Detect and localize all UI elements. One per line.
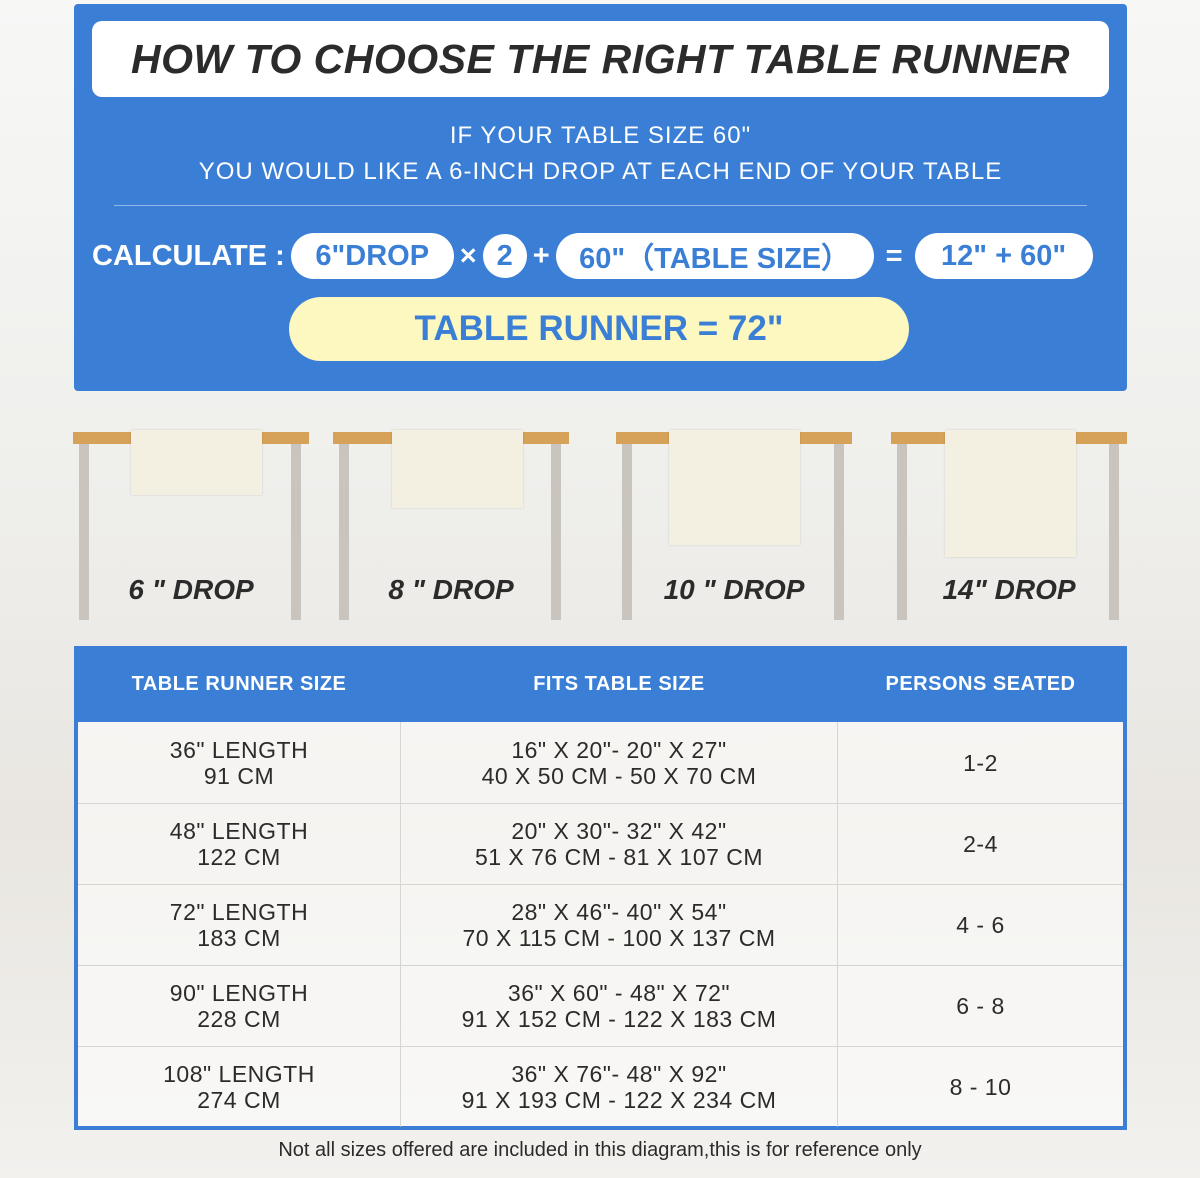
header-persons-seated: PERSONS SEATED (885, 673, 1076, 695)
size-table: TABLE RUNNER SIZE FITS TABLE SIZE PERSON… (74, 646, 1127, 1130)
fits-inches: 36" X 60" - 48" X 72" (507, 980, 731, 1006)
persons-seated-cell: 1-2 (963, 749, 998, 776)
sum-pill: 12" + 60" (914, 233, 1093, 279)
fits-cm: 91 X 152 CM - 122 X 183 CM (461, 1006, 777, 1032)
header-fits-table-size: FITS TABLE SIZE (533, 673, 705, 695)
fits-inches: 28" X 46"- 40" X 54" (511, 899, 727, 925)
fits-cm: 40 X 50 CM - 50 X 70 CM (481, 762, 757, 789)
runner-size-cell: 72" LENGTH 183 CM (78, 885, 400, 965)
table-row: 72" LENGTH 183 CM 28" X 46"- 40" X 54" 70 … (78, 884, 1123, 965)
plus-sign: + (532, 239, 550, 272)
runner-size-cell: 90" LENGTH 228 CM (78, 966, 400, 1046)
drop-label: 8 " DROP (388, 574, 514, 605)
runner-drop (945, 430, 1076, 557)
fits-table-size-cell: 28" X 46"- 40" X 54" 70 X 115 CM - 100 X … (400, 885, 838, 965)
runner-size-cell: 36" LENGTH 91 CM (78, 722, 400, 803)
table-leg (897, 444, 907, 620)
drop-diagram-6: 6 " DROP (73, 430, 309, 622)
drop-label: 10 " DROP (663, 574, 805, 605)
fits-inches: 20" X 30"- 32" X 42" (511, 818, 727, 844)
times-sign: × (459, 239, 477, 272)
divider (114, 205, 1087, 206)
fits-inches: 16" X 20"- 20" X 27" (511, 736, 727, 763)
drop-pill: 6"DROP (290, 233, 454, 279)
fits-inches: 36" X 76"- 48" X 92" (511, 1061, 727, 1087)
drop-diagram-14: 14" DROP (891, 430, 1127, 622)
runner-drop (131, 430, 262, 495)
table-leg (291, 444, 301, 620)
fits-cm: 91 X 193 CM - 122 X 234 CM (461, 1087, 777, 1113)
runner-drop (669, 430, 800, 545)
table-row: 36" LENGTH 91 CM 16" X 20"- 20" X 27" 40 X… (78, 722, 1123, 803)
intro-line-1: IF YOUR TABLE SIZE 60" (449, 122, 752, 149)
drop-label: 6 " DROP (128, 574, 254, 605)
fits-cm: 51 X 76 CM - 81 X 107 CM (474, 844, 764, 870)
header-runner-size: TABLE RUNNER SIZE (131, 673, 347, 695)
table-leg (79, 444, 89, 620)
table-leg (339, 444, 349, 620)
result-pill: TABLE RUNNER = 72" (289, 297, 909, 361)
runner-length-cm: 228 CM (197, 1006, 281, 1032)
table-header: TABLE RUNNER SIZE FITS TABLE SIZE PERSON… (78, 646, 1123, 722)
fits-table-size-cell: 36" X 76"- 48" X 92" 91 X 193 CM - 122 X … (400, 1047, 838, 1127)
runner-drop (392, 430, 523, 508)
footnote: Not all sizes offered are included in th… (278, 1139, 922, 1161)
runner-length-cm: 91 CM (203, 762, 275, 789)
runner-length-cm: 122 CM (197, 844, 281, 870)
runner-length: 108" LENGTH (163, 1061, 315, 1087)
runner-length-cm: 183 CM (197, 925, 281, 951)
runner-size-cell: 48" LENGTH 122 CM (78, 804, 400, 884)
runner-length: 36" LENGTH (169, 736, 309, 763)
table-row: 48" LENGTH 122 CM 20" X 30"- 32" X 42" 51 … (78, 803, 1123, 884)
intro-line-2: YOU WOULD LIKE A 6-INCH DROP AT EACH END… (198, 158, 1003, 185)
persons-seated-cell: 2-4 (963, 831, 998, 857)
equals-sign: = (885, 239, 903, 272)
runner-size-cell: 108" LENGTH 274 CM (78, 1047, 400, 1127)
page-title: HOW TO CHOOSE THE RIGHT TABLE RUNNER (92, 21, 1109, 97)
table-row: 108" LENGTH 274 CM 36" X 76"- 48" X 92" 91… (78, 1046, 1123, 1127)
persons-seated-cell: 4 - 6 (956, 912, 1005, 938)
runner-length: 48" LENGTH (169, 818, 309, 844)
table-leg (551, 444, 561, 620)
table-leg (834, 444, 844, 620)
drop-diagram-10: 10 " DROP (616, 430, 852, 622)
calculate-label: CALCULATE : (92, 239, 285, 272)
multiplier-pill: 2 (482, 234, 527, 278)
fits-cm: 70 X 115 CM - 100 X 137 CM (462, 925, 776, 951)
runner-length: 90" LENGTH (169, 980, 309, 1006)
table-leg (1109, 444, 1119, 620)
runner-length-cm: 274 CM (197, 1087, 281, 1113)
persons-seated-cell: 8 - 10 (949, 1074, 1012, 1100)
table-leg (622, 444, 632, 620)
calculation-row: CALCULATE : 6"DROP × 2 + 60"（TABLE SIZE）… (92, 232, 1093, 280)
persons-seated-cell: 6 - 8 (956, 993, 1005, 1019)
drop-label: 14" DROP (942, 574, 1076, 605)
table-size-pill: 60"（TABLE SIZE） (555, 233, 874, 279)
fits-table-size-cell: 20" X 30"- 32" X 42" 51 X 76 CM - 81 X 10… (400, 804, 838, 884)
fits-table-size-cell: 16" X 20"- 20" X 27" 40 X 50 CM - 50 X 70… (400, 722, 838, 803)
fits-table-size-cell: 36" X 60" - 48" X 72" 91 X 152 CM - 122 X… (400, 966, 838, 1046)
calculation-panel: HOW TO CHOOSE THE RIGHT TABLE RUNNER IF … (74, 4, 1127, 391)
drop-diagram-8: 8 " DROP (333, 430, 569, 622)
table-row: 90" LENGTH 228 CM 36" X 60" - 48" X 72" 91… (78, 965, 1123, 1046)
runner-length: 72" LENGTH (169, 899, 309, 925)
